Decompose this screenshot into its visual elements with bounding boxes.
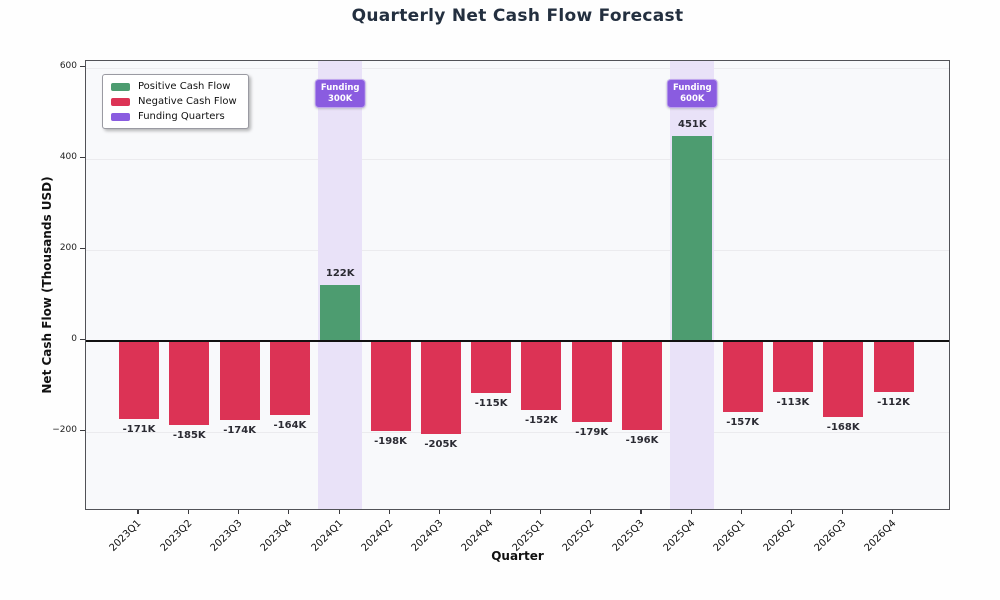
gridline--200 (86, 431, 949, 433)
bar-value-label-2025Q4: 451K (677, 118, 707, 130)
x-axis-label: Quarter (491, 549, 544, 563)
x-tick-2023Q3 (238, 510, 240, 514)
chart-title: Quarterly Net Cash Flow Forecast (351, 6, 684, 26)
y-tick-label-600: 600 (59, 61, 77, 72)
gridline-200 (86, 249, 949, 251)
funding-badge-line2: 300K (328, 93, 353, 104)
legend-swatch-negative (111, 97, 130, 106)
bar-2026Q4 (873, 340, 914, 392)
legend-label: Positive Cash Flow (138, 81, 231, 92)
bar-2023Q3 (219, 340, 260, 420)
funding-badge-2025Q4: Funding 600K (666, 79, 718, 109)
bar-value-label-2025Q2: -179K (575, 427, 609, 439)
y-tick-200 (80, 248, 85, 250)
bar-value-label-2026Q3: -168K (826, 422, 860, 434)
x-tick-2026Q4 (891, 510, 894, 514)
bar-value-label-2024Q3: -205K (424, 439, 458, 451)
bar-value-label-2023Q1: -171K (122, 423, 156, 435)
x-tick-2025Q1 (539, 510, 541, 514)
legend-label: Negative Cash Flow (138, 96, 237, 107)
bar-2026Q1 (722, 340, 763, 413)
x-tick-2026Q1 (741, 510, 743, 514)
y-tick-0 (80, 339, 85, 341)
bar-value-label-2024Q1: 122K (325, 268, 355, 280)
bar-value-label-2026Q4: -112K (877, 396, 910, 408)
x-tick-2023Q1 (137, 510, 139, 514)
y-tick-label-200: 200 (59, 243, 77, 254)
bar-2024Q2 (370, 340, 411, 431)
bar-value-label-2024Q4: -115K (474, 398, 508, 410)
bar-value-label-2023Q2: -185K (172, 430, 206, 441)
legend-swatch-positive (111, 82, 130, 91)
legend: Positive Cash Flow Negative Cash Flow Fund… (102, 74, 249, 129)
bar-value-label-2025Q1: -152K (525, 414, 558, 426)
funding-badge-line1: Funding (320, 83, 360, 93)
gridline-400 (86, 158, 949, 160)
x-tick-2024Q1 (338, 510, 340, 514)
gridline-600 (86, 67, 949, 69)
bar-2025Q4 (672, 135, 713, 341)
x-tick-2025Q4 (690, 510, 692, 514)
y-axis-label: Net Cash Flow (Thousands USD) (40, 176, 54, 394)
bar-2023Q4 (269, 340, 310, 416)
x-tick-2023Q4 (288, 510, 290, 514)
funding-badge-line1: Funding (672, 83, 712, 93)
bar-2024Q1 (320, 285, 361, 341)
y-tick-400 (80, 157, 85, 159)
bar-2023Q1 (119, 340, 159, 419)
x-tick-2024Q2 (388, 510, 391, 514)
y-tick--200 (80, 430, 85, 432)
plot-area: -171K -185K -174K -164K 122K -198K -205K -115K -… (85, 60, 950, 510)
bar-value-label-2024Q2: -198K (374, 435, 407, 447)
bar-value-label-2023Q4: -164K (273, 420, 307, 432)
y-tick-label-0: 0 (71, 334, 77, 345)
bar-2025Q3 (622, 340, 662, 430)
bar-2024Q4 (471, 340, 512, 394)
x-tick-2025Q2 (590, 510, 592, 514)
bar-2025Q2 (571, 340, 612, 423)
bar-2025Q1 (521, 340, 562, 410)
bar-value-label-2026Q2: -113K (776, 397, 810, 409)
bar-value-label-2026Q1: -157K (726, 417, 759, 429)
bar-2026Q3 (823, 340, 864, 418)
y-tick-600 (80, 66, 85, 68)
bar-value-label-2025Q3: -196K (625, 435, 659, 446)
y-tick-label--200: −200 (52, 425, 77, 436)
legend-item-funding-quarters: Funding Quarters (111, 111, 237, 122)
bar-2023Q2 (169, 340, 210, 425)
legend-swatch-funding (111, 112, 130, 121)
bar-2024Q3 (420, 340, 461, 435)
zero-line (86, 339, 949, 343)
legend-label: Funding Quarters (138, 111, 225, 122)
y-tick-label-400: 400 (59, 152, 77, 163)
x-tick-2024Q3 (439, 510, 441, 514)
x-tick-2025Q3 (640, 510, 642, 514)
x-tick-2026Q3 (841, 510, 843, 514)
legend-item-positive-cash-flow: Positive Cash Flow (111, 81, 237, 92)
bar-2026Q2 (772, 340, 813, 393)
x-tick-2023Q2 (187, 510, 189, 514)
funding-badge-line2: 600K (680, 93, 705, 104)
x-tick-2024Q4 (489, 510, 491, 514)
bar-value-label-2023Q3: -174K (223, 424, 256, 436)
x-tick-2026Q2 (791, 510, 793, 514)
funding-badge-2024Q1: Funding 300K (314, 79, 366, 109)
funding-band-2024Q1 (318, 61, 363, 509)
legend-item-negative-cash-flow: Negative Cash Flow (111, 96, 237, 107)
